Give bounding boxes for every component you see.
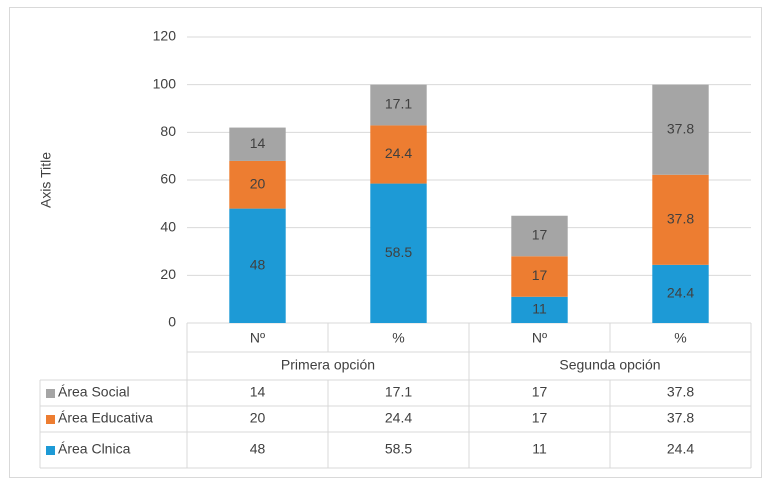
bar-segment (229, 160, 286, 209)
y-tick-label: 40 (160, 218, 176, 234)
bar-segment (511, 296, 568, 323)
data-label: 24.4 (667, 285, 694, 301)
bar-segment (370, 125, 427, 184)
table-cell: 11 (532, 441, 547, 457)
table-cell: 24.4 (667, 441, 694, 457)
y-tick-label: 80 (160, 123, 176, 139)
table-cell: 37.8 (667, 410, 694, 426)
data-label: 17 (532, 267, 548, 283)
bar-segment (370, 84, 427, 126)
data-label: 37.8 (667, 211, 694, 227)
data-label: 20 (250, 175, 266, 191)
legend-label: Área Social (58, 384, 130, 400)
group-label: Primera opción (281, 357, 375, 373)
legend-label: Área Educativa (58, 410, 153, 426)
y-tick-label: 120 (153, 28, 177, 44)
table-cell: 14 (250, 384, 266, 400)
bar-segment (511, 256, 568, 297)
group-label: Segunda opción (559, 357, 660, 373)
x-tick-label: % (392, 330, 404, 346)
data-label: 11 (532, 301, 547, 317)
table-cell: 37.8 (667, 384, 694, 400)
table-cell: 20 (250, 410, 266, 426)
bar-segment (652, 264, 709, 323)
legend-key (46, 389, 55, 398)
data-label: 17.1 (385, 96, 412, 112)
y-tick-label: 20 (160, 266, 176, 282)
x-tick-label: % (674, 330, 686, 346)
bar-segment (511, 215, 568, 257)
data-label: 37.8 (667, 120, 694, 136)
data-label: 17 (532, 227, 548, 243)
y-axis-title: Axis Title (38, 152, 54, 208)
legend-key (46, 446, 55, 455)
bar-segment (229, 127, 286, 161)
legend-label: Área Clnica (58, 441, 131, 457)
y-tick-label: 60 (160, 171, 176, 187)
table-cell: 24.4 (385, 410, 412, 426)
bar-segment (370, 183, 427, 323)
y-tick-label: 0 (168, 314, 176, 330)
legend-key (46, 415, 55, 424)
bar-segment (652, 174, 709, 265)
bar-segment (229, 208, 286, 323)
x-tick-label: Nº (250, 330, 265, 346)
data-label: 24.4 (385, 145, 412, 161)
table-cell: 17 (532, 410, 548, 426)
data-label: 58.5 (385, 244, 412, 260)
y-tick-label: 100 (153, 75, 177, 91)
data-label: 48 (250, 257, 266, 273)
table-cell: 17 (532, 384, 548, 400)
data-label: 14 (250, 135, 266, 151)
x-tick-label: Nº (532, 330, 547, 346)
bar-segment (652, 84, 709, 175)
table-cell: 58.5 (385, 441, 412, 457)
table-cell: 48 (250, 441, 266, 457)
table-cell: 17.1 (385, 384, 412, 400)
